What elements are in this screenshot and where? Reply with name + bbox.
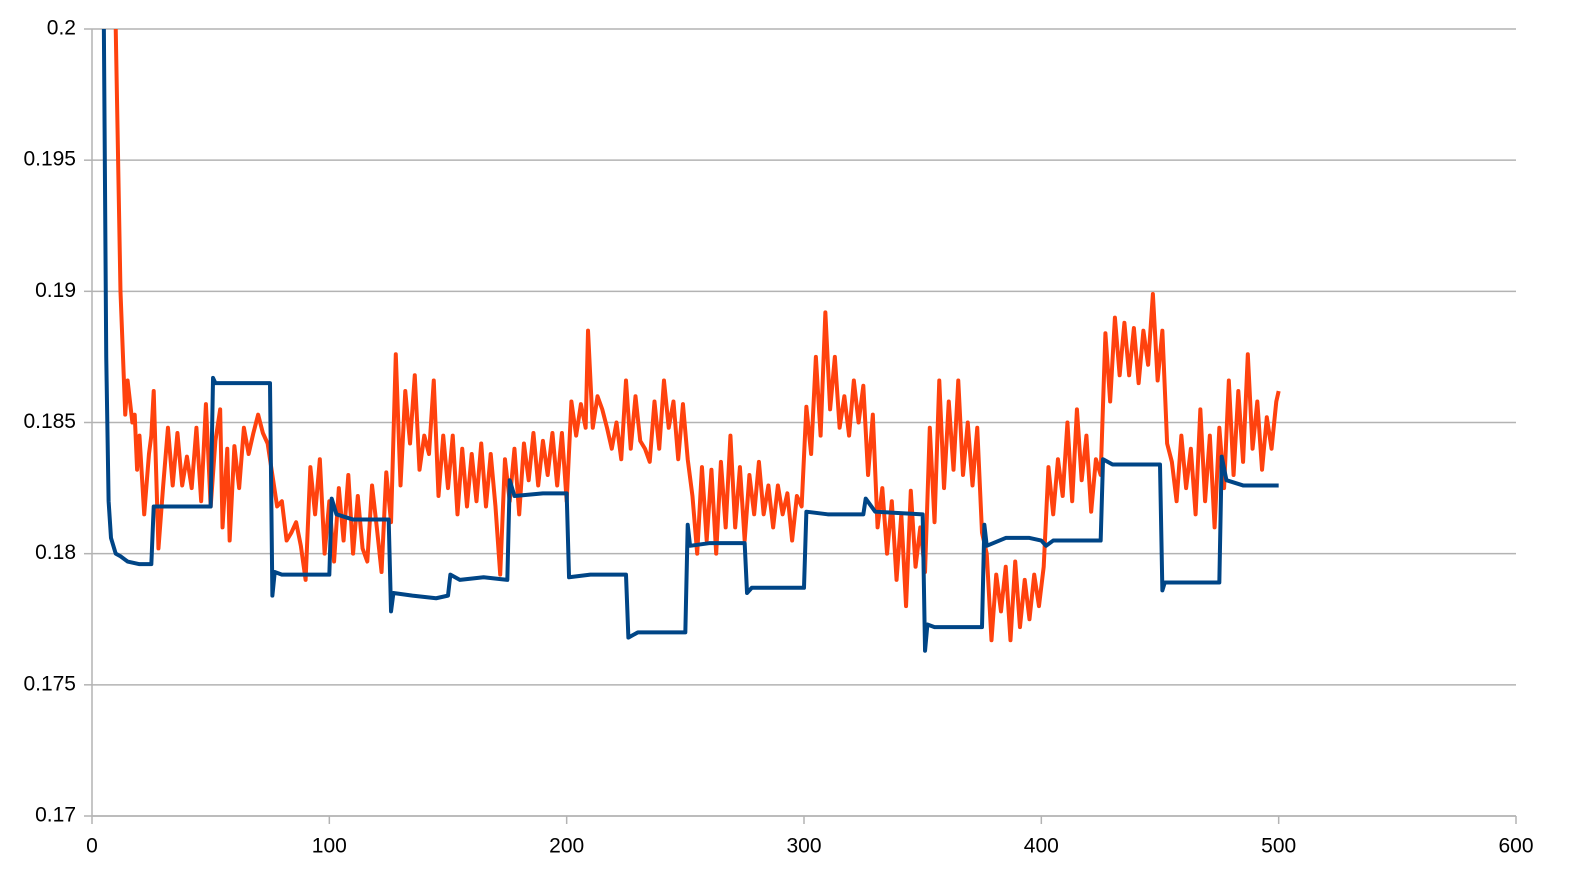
series-line (101, 29, 1279, 653)
y-tick-label: 0.17 (35, 804, 76, 827)
plot-area (101, 29, 1281, 653)
series-line (113, 29, 1281, 643)
y-tick-label: 0.185 (23, 410, 76, 433)
x-tick-label: 100 (312, 835, 347, 858)
x-tick-label: 0 (86, 835, 98, 858)
x-tick-label: 500 (1261, 835, 1296, 858)
x-tick-label: 400 (1024, 835, 1059, 858)
y-tick-label: 0.175 (23, 672, 76, 695)
x-tick-label: 300 (786, 835, 821, 858)
y-tick-label: 0.195 (23, 148, 76, 171)
x-tick-label: 200 (549, 835, 584, 858)
y-tick-label: 0.19 (35, 279, 76, 302)
y-tick-label: 0.2 (47, 17, 76, 40)
y-tick-label: 0.18 (35, 541, 76, 564)
x-tick-label: 600 (1498, 835, 1533, 858)
